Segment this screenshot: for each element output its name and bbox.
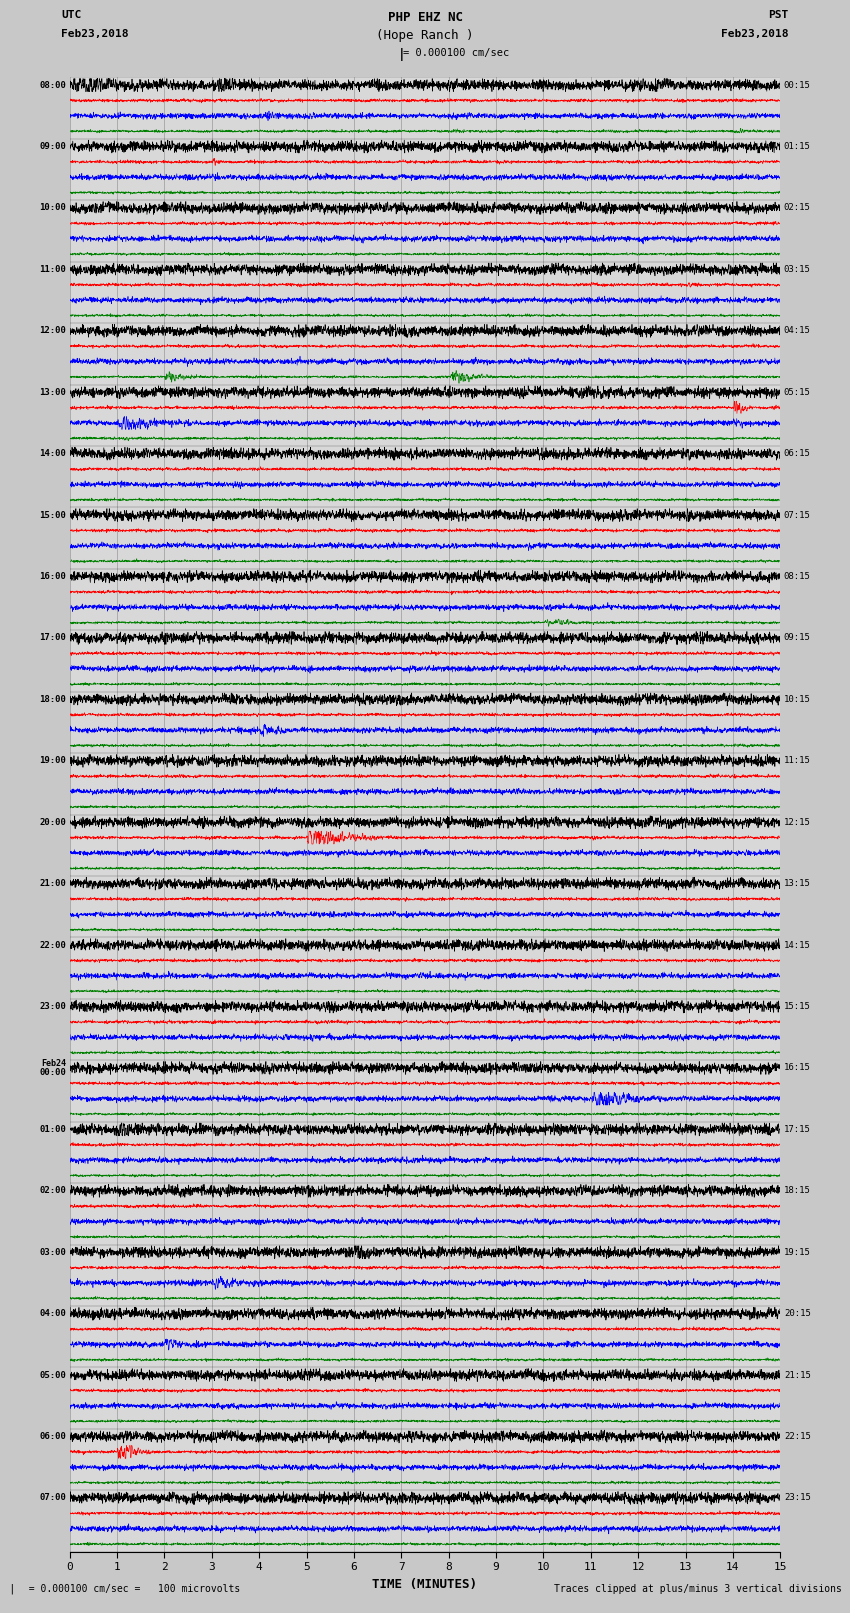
Text: 18:00: 18:00 xyxy=(39,695,66,703)
Text: = 0.000100 cm/sec =   100 microvolts: = 0.000100 cm/sec = 100 microvolts xyxy=(17,1584,241,1594)
Text: 20:00: 20:00 xyxy=(39,818,66,827)
Text: 14:15: 14:15 xyxy=(784,940,811,950)
Text: 08:00: 08:00 xyxy=(39,81,66,90)
Text: 06:00: 06:00 xyxy=(39,1432,66,1440)
Text: 15:00: 15:00 xyxy=(39,511,66,519)
Text: 13:15: 13:15 xyxy=(784,879,811,889)
Text: 18:15: 18:15 xyxy=(784,1186,811,1195)
Text: 11:15: 11:15 xyxy=(784,756,811,765)
Text: 12:00: 12:00 xyxy=(39,326,66,336)
Text: 03:00: 03:00 xyxy=(39,1248,66,1257)
Text: PST: PST xyxy=(768,10,789,19)
Text: 14:00: 14:00 xyxy=(39,448,66,458)
Text: 04:00: 04:00 xyxy=(39,1310,66,1318)
Text: 23:00: 23:00 xyxy=(39,1002,66,1011)
Text: 16:15: 16:15 xyxy=(784,1063,811,1073)
Text: 12:15: 12:15 xyxy=(784,818,811,827)
Text: 02:15: 02:15 xyxy=(784,203,811,213)
Text: 07:15: 07:15 xyxy=(784,511,811,519)
Text: 03:15: 03:15 xyxy=(784,265,811,274)
Text: 11:00: 11:00 xyxy=(39,265,66,274)
Text: 09:00: 09:00 xyxy=(39,142,66,152)
Text: Traces clipped at plus/minus 3 vertical divisions: Traces clipped at plus/minus 3 vertical … xyxy=(553,1584,842,1594)
Text: 17:00: 17:00 xyxy=(39,634,66,642)
Text: Feb23,2018: Feb23,2018 xyxy=(61,29,128,39)
Text: 13:00: 13:00 xyxy=(39,387,66,397)
Text: 19:00: 19:00 xyxy=(39,756,66,765)
Text: 00:00: 00:00 xyxy=(39,1068,66,1077)
Text: 01:15: 01:15 xyxy=(784,142,811,152)
Text: 19:15: 19:15 xyxy=(784,1248,811,1257)
Text: 10:15: 10:15 xyxy=(784,695,811,703)
Text: 06:15: 06:15 xyxy=(784,448,811,458)
Text: 17:15: 17:15 xyxy=(784,1124,811,1134)
Text: 05:00: 05:00 xyxy=(39,1371,66,1379)
Text: UTC: UTC xyxy=(61,10,82,19)
Text: 21:15: 21:15 xyxy=(784,1371,811,1379)
Text: 00:15: 00:15 xyxy=(784,81,811,90)
Text: |: | xyxy=(8,1582,15,1594)
Text: Feb24: Feb24 xyxy=(41,1058,66,1068)
Text: 02:00: 02:00 xyxy=(39,1186,66,1195)
Text: 07:00: 07:00 xyxy=(39,1494,66,1502)
Text: 22:00: 22:00 xyxy=(39,940,66,950)
Text: 23:15: 23:15 xyxy=(784,1494,811,1502)
Text: 16:00: 16:00 xyxy=(39,573,66,581)
Text: 15:15: 15:15 xyxy=(784,1002,811,1011)
Text: 20:15: 20:15 xyxy=(784,1310,811,1318)
Text: 22:15: 22:15 xyxy=(784,1432,811,1440)
Text: 04:15: 04:15 xyxy=(784,326,811,336)
Text: Feb23,2018: Feb23,2018 xyxy=(722,29,789,39)
Text: PHP EHZ NC: PHP EHZ NC xyxy=(388,11,462,24)
Text: 10:00: 10:00 xyxy=(39,203,66,213)
Text: 05:15: 05:15 xyxy=(784,387,811,397)
Text: |: | xyxy=(398,48,405,61)
Text: 21:00: 21:00 xyxy=(39,879,66,889)
Text: 09:15: 09:15 xyxy=(784,634,811,642)
Text: 08:15: 08:15 xyxy=(784,573,811,581)
X-axis label: TIME (MINUTES): TIME (MINUTES) xyxy=(372,1578,478,1590)
Text: 01:00: 01:00 xyxy=(39,1124,66,1134)
Text: (Hope Ranch ): (Hope Ranch ) xyxy=(377,29,473,42)
Text: = 0.000100 cm/sec: = 0.000100 cm/sec xyxy=(403,48,509,58)
